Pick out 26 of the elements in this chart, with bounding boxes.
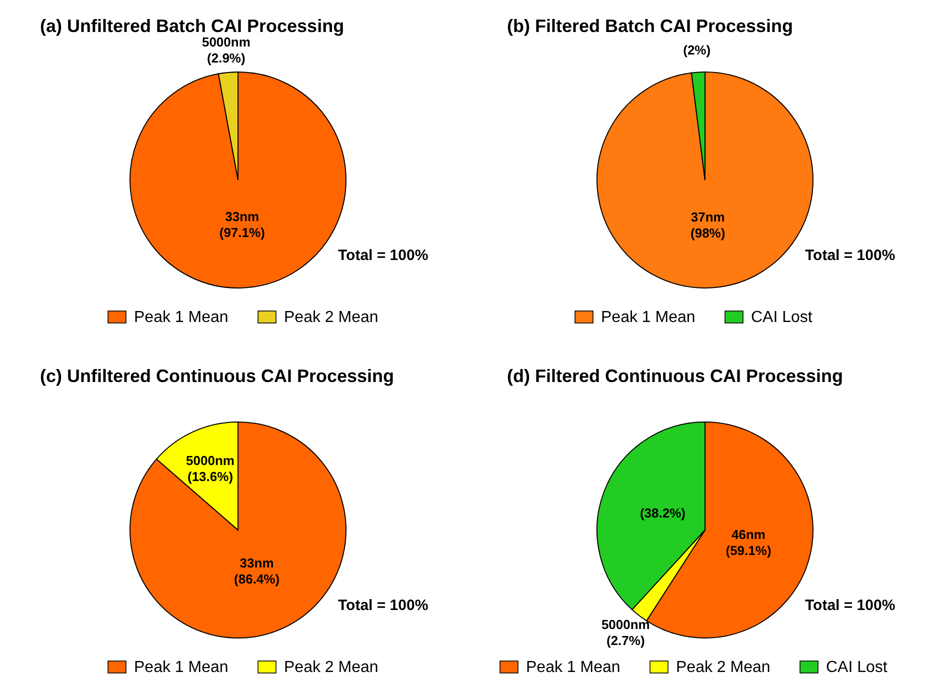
legend-label: Peak 1 Mean <box>526 659 620 676</box>
chart-title: (c) Unfiltered Continuous CAI Processing <box>40 366 394 386</box>
chart-title: (a) Unfiltered Batch CAI Processing <box>40 16 344 36</box>
chart-title: (b) Filtered Batch CAI Processing <box>507 16 794 36</box>
data-label: (38.2%) <box>640 506 686 521</box>
chart-title: (d) Filtered Continuous CAI Processing <box>507 366 844 386</box>
legend-label: CAI Lost <box>826 659 888 676</box>
text: Total = 100% <box>805 597 896 614</box>
legend-label: Peak 2 Mean <box>676 659 770 676</box>
data-label: (2%) <box>683 42 711 58</box>
legend-label: Peak 1 Mean <box>601 309 696 326</box>
data-label: 33nm (86.4%) <box>234 555 280 586</box>
data-label: 33nm (97.1%) <box>219 209 265 240</box>
legend-label: Peak 2 Mean <box>284 309 378 326</box>
data-label: 5000nm (13.6%) <box>186 453 234 484</box>
data-label: 5000nm (2.7%) <box>601 616 650 648</box>
text: Total = 100% <box>338 597 428 614</box>
data-label: 46nm (59.1%) <box>726 526 772 558</box>
legend-label: Peak 2 Mean <box>284 659 378 676</box>
legend-label: CAI Lost <box>751 309 813 326</box>
data-label: 37nm (98%) <box>690 209 726 240</box>
text: Total = 100% <box>338 247 428 264</box>
text: Total = 100% <box>805 247 896 264</box>
legend-label: Peak 1 Mean <box>134 309 228 326</box>
data-label: 5000nm (2.9%) <box>202 34 250 66</box>
legend-label: Peak 1 Mean <box>134 659 228 676</box>
